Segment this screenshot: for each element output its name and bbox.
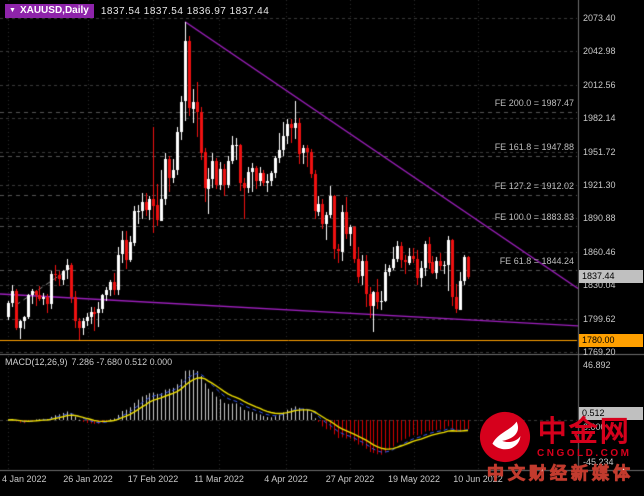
symbol-period-button[interactable]: ▼ XAUUSD,Daily [5,4,94,18]
price-axis-label: 1799.62 [583,313,616,324]
macd-scale-zero: 0.000 [583,422,606,432]
watermark-domain: CNGOLD.COM [537,447,632,459]
time-axis-label: 19 May 2022 [387,474,441,484]
fib-level-label: FE 161.8 = 1947.88 [494,141,574,152]
price-axis-label: 1921.30 [583,180,616,190]
fib-level-label: FE 61.8 = 1844.24 [499,255,574,266]
price-axis-label: 1982.14 [583,113,616,124]
macd-values: 7.286 -7.680 0.512 0.000 [71,357,173,367]
watermark-brand: 中金网 [537,415,631,448]
price-axis-label: 1830.04 [583,280,616,291]
hline-price-tag: 1780.00 [579,334,643,347]
macd-indicator-label: MACD(12,26,9) 7.286 -7.680 0.512 0.000 [5,357,172,367]
chart-title-overlay: ▼ XAUUSD,Daily 1837.54 1837.54 1836.97 1… [5,4,269,18]
price-axis-label: 1890.88 [583,213,616,224]
time-axis-label: 4 Jan 2022 [2,474,47,484]
cngold-logo-icon [479,411,531,463]
cngold-watermark: 中金网 CNGOLD.COM [478,410,631,464]
price-axis-label: 2073.40 [583,13,616,23]
time-axis-label: 17 Feb 2022 [127,474,179,484]
fib-level-label: FE 200.0 = 1987.47 [494,98,574,109]
macd-scale-min: -45.234 [583,457,614,467]
macd-scale-max: 46.892 [583,360,611,370]
price-axis-label: 1860.46 [583,246,616,257]
fib-level-label: FE 127.2 = 1912.02 [494,181,574,192]
macd-name: MACD(12,26,9) [5,357,68,367]
watermark-text: 中金网 CNGOLD.COM [537,416,631,459]
symbol-period-label: XAUUSD,Daily [19,5,89,16]
chevron-down-icon: ▼ [9,7,16,14]
fib-level-label: FE 100.0 = 1883.83 [494,212,574,223]
price-axis-label: 2042.98 [583,46,616,57]
ohlc-readout: 1837.54 1837.54 1836.97 1837.44 [100,5,270,17]
price-axis-label: 1769.20 [583,347,616,357]
time-axis-label: 4 Apr 2022 [264,474,308,484]
current-price-tag: 1837.44 [579,270,643,283]
time-axis-label: 10 Jun 2022 [453,474,503,484]
time-axis-label: 11 Mar 2022 [194,474,244,484]
watermark-tagline: 中文财经新媒体 [487,464,634,484]
time-axis-label: 26 Jan 2022 [63,474,113,484]
price-axis-label: 2012.56 [583,79,616,90]
macd-value-tag: 0.512 [579,407,643,420]
time-axis-label: 27 Apr 2022 [325,474,375,484]
price-axis-label: 1951.72 [583,146,616,157]
